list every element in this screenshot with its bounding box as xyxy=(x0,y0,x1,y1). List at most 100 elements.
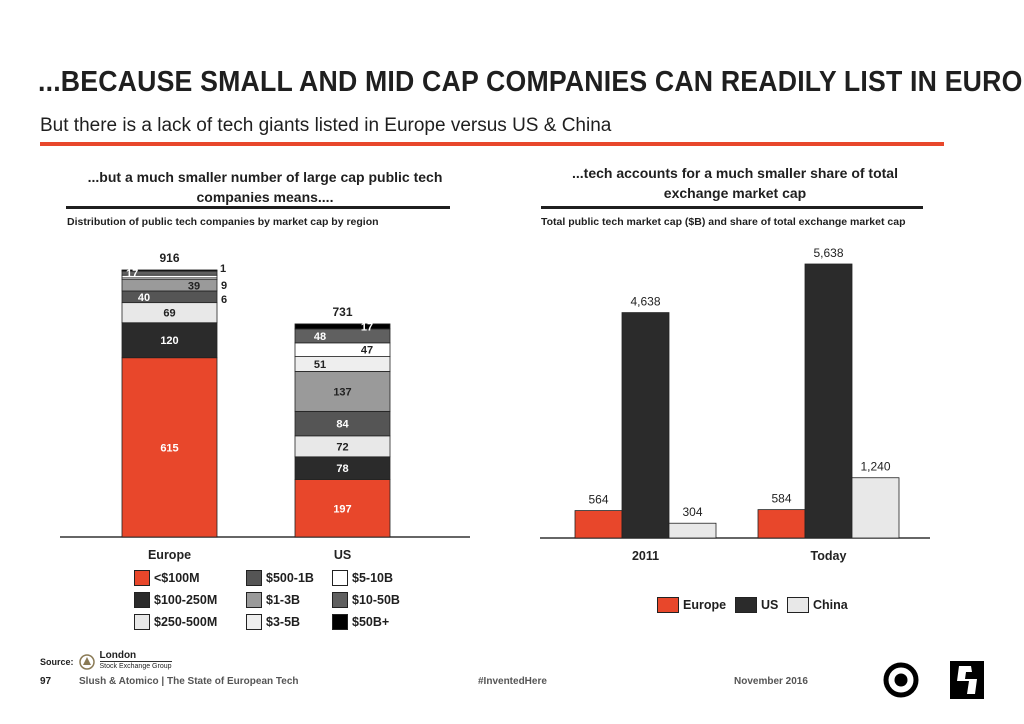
page-subtitle: But there is a lack of tech giants liste… xyxy=(40,115,612,136)
legend-swatch xyxy=(735,597,757,613)
bar-segment-label: 78 xyxy=(336,463,348,475)
bar-segment xyxy=(121,290,218,304)
bar-segment xyxy=(294,328,391,344)
footer-hashtag: #InventedHere xyxy=(478,676,547,687)
bar-segment-label: 17 xyxy=(126,268,138,280)
slush-logo-icon xyxy=(950,661,984,699)
legend-swatch xyxy=(332,592,348,608)
bar-segment-label: 48 xyxy=(314,331,326,343)
bar xyxy=(668,522,717,539)
bar-segment-label: 47 xyxy=(361,345,373,357)
legend-item: $500-1B xyxy=(246,570,314,586)
legend-swatch xyxy=(246,570,262,586)
right-panel-heading: ...tech accounts for a much smaller shar… xyxy=(540,163,930,203)
legend-label: $100-250M xyxy=(154,593,218,607)
bar xyxy=(757,509,806,539)
right-panel-heading-line1: ...tech accounts for a much smaller shar… xyxy=(572,165,898,181)
bar-segment-label: 197 xyxy=(333,503,351,515)
left-panel-caption: Distribution of public tech companies by… xyxy=(67,216,379,228)
bar-segment-label: 51 xyxy=(314,359,326,371)
legend-label: $50B+ xyxy=(352,615,390,629)
legend-item: $5-10B xyxy=(332,570,393,586)
grouped-bar-chart: 564 4,638 304 2011 584 5,638 1,240 Today xyxy=(540,246,930,563)
bar-segment-label: 84 xyxy=(336,419,349,431)
left-panel-heading-line2: companies means.... xyxy=(196,189,334,205)
bar-segment-label: 9 xyxy=(221,280,227,292)
legend-item: $1-3B xyxy=(246,592,300,608)
legend-item: $10-50B xyxy=(332,592,400,608)
bar-segment xyxy=(121,269,218,272)
bar-segment-label: 120 xyxy=(160,335,178,347)
source-org-name: London xyxy=(99,650,137,661)
bar-segment-label: 17 xyxy=(361,321,373,333)
bar-segment-label: 39 xyxy=(188,280,200,292)
bar-value-label: 304 xyxy=(682,505,702,519)
legend-item: $3-5B xyxy=(246,614,300,630)
page-title: ...BECAUSE SMALL AND MID CAP COMPANIES C… xyxy=(38,66,1024,98)
bar-value-label: 584 xyxy=(771,492,791,506)
left-panel-heading-line1: ...but a much smaller number of large ca… xyxy=(87,169,443,185)
bar-segment-label: 69 xyxy=(163,308,175,320)
legend-item: Europe xyxy=(657,597,726,613)
footer-date: November 2016 xyxy=(734,676,808,687)
bar-segment-label: 615 xyxy=(160,442,178,454)
bar-segment-label: 137 xyxy=(333,386,351,398)
bar-segment xyxy=(121,279,218,292)
source-label: Source: xyxy=(40,656,74,667)
source-credit: Source: London Stock Exchange Group xyxy=(40,651,172,672)
left-panel-rule xyxy=(66,206,450,209)
right-panel-heading-line2: exchange market cap xyxy=(663,185,807,201)
bar-segment-label: 40 xyxy=(138,292,150,304)
legend-swatch xyxy=(787,597,809,613)
category-label: 2011 xyxy=(632,549,659,563)
right-chart-legend: Europe US China xyxy=(657,597,897,617)
bar xyxy=(574,510,623,539)
bar-value-label: 564 xyxy=(588,493,608,507)
category-label: Europe xyxy=(148,548,191,562)
category-label: US xyxy=(334,548,351,562)
legend-label: <$100M xyxy=(154,571,200,585)
legend-label: $10-50B xyxy=(352,593,400,607)
legend-swatch xyxy=(134,614,150,630)
bar-total-label: 916 xyxy=(159,251,179,265)
left-chart-legend: <$100M $500-1B $5-10B $100-250M $1-3B $10-50B… xyxy=(134,570,474,640)
atomico-logo-icon xyxy=(883,662,919,698)
header-divider xyxy=(40,142,944,146)
bar-value-label: 4,638 xyxy=(630,295,660,309)
legend-label: Europe xyxy=(683,598,727,612)
legend-swatch xyxy=(657,597,679,613)
source-org-subname: Stock Exchange Group xyxy=(99,661,172,670)
legend-item: $250-500M xyxy=(134,614,217,630)
right-panel-caption: Total public tech market cap ($B) and sh… xyxy=(541,216,906,228)
legend-label: $3-5B xyxy=(266,615,301,629)
bar-segment xyxy=(294,479,391,538)
bar-segment xyxy=(121,357,218,538)
bar-segment xyxy=(294,323,391,330)
legend-item: <$100M xyxy=(134,570,200,586)
legend-label: US xyxy=(761,598,779,612)
legend-swatch xyxy=(332,570,348,586)
legend-swatch xyxy=(134,592,150,608)
category-label: Today xyxy=(811,549,847,563)
legend-item: $100-250M xyxy=(134,592,217,608)
bar-segment xyxy=(121,322,218,359)
legend-item: US xyxy=(735,597,778,613)
legend-swatch xyxy=(134,570,150,586)
legend-swatch xyxy=(246,592,262,608)
bar xyxy=(621,312,670,539)
right-panel-rule xyxy=(541,206,923,209)
bar-segment xyxy=(294,356,391,372)
lseg-crest-icon xyxy=(78,653,95,670)
bar-segment-label: 1 xyxy=(220,263,226,275)
legend-swatch xyxy=(332,614,348,630)
legend-swatch xyxy=(246,614,262,630)
bar-value-label: 1,240 xyxy=(860,460,890,474)
bar-segment xyxy=(294,342,391,357)
legend-item: $50B+ xyxy=(332,614,389,630)
bar-segment-label: 72 xyxy=(336,441,348,453)
bar-value-label: 5,638 xyxy=(813,246,843,260)
footer-credit: Slush & Atomico | The State of European … xyxy=(79,676,299,687)
bar xyxy=(804,263,853,539)
legend-item: China xyxy=(787,597,848,613)
